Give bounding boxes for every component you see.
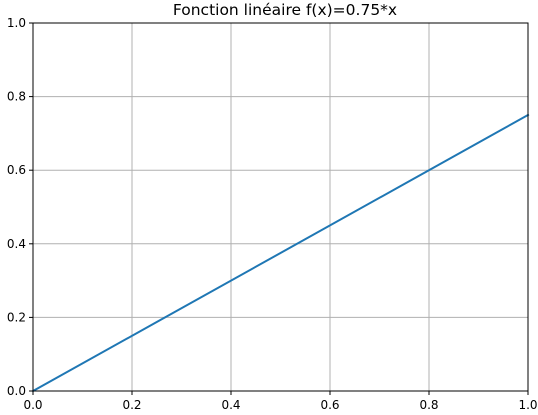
x-tick-label: 0.2: [122, 398, 141, 412]
plot-frame: [32, 22, 529, 392]
x-tick-label: 0.0: [23, 398, 42, 412]
chart-title: Fonction linéaire f(x)=0.75*x: [173, 1, 397, 19]
y-tick-label: 0.4: [7, 237, 26, 251]
grid: [32, 22, 529, 392]
y-tick-label: 0.6: [7, 163, 26, 177]
series-group: [31, 113, 530, 393]
y-tick-label: 1.0: [7, 16, 26, 30]
y-tick-label: 0.0: [7, 384, 26, 398]
x-tick-label: 1.0: [518, 398, 537, 412]
series-line: [31, 113, 530, 393]
x-tick-label: 0.4: [221, 398, 240, 412]
y-axis: 0.0 0.2 0.4 0.6 0.8 1.0: [7, 16, 33, 398]
x-tick-label: 0.8: [419, 398, 438, 412]
y-tick-label: 0.2: [7, 310, 26, 324]
x-tick-label: 0.6: [320, 398, 339, 412]
x-axis: 0.0 0.2 0.4 0.6 0.8 1.0: [23, 391, 538, 412]
y-tick-label: 0.8: [7, 90, 26, 104]
